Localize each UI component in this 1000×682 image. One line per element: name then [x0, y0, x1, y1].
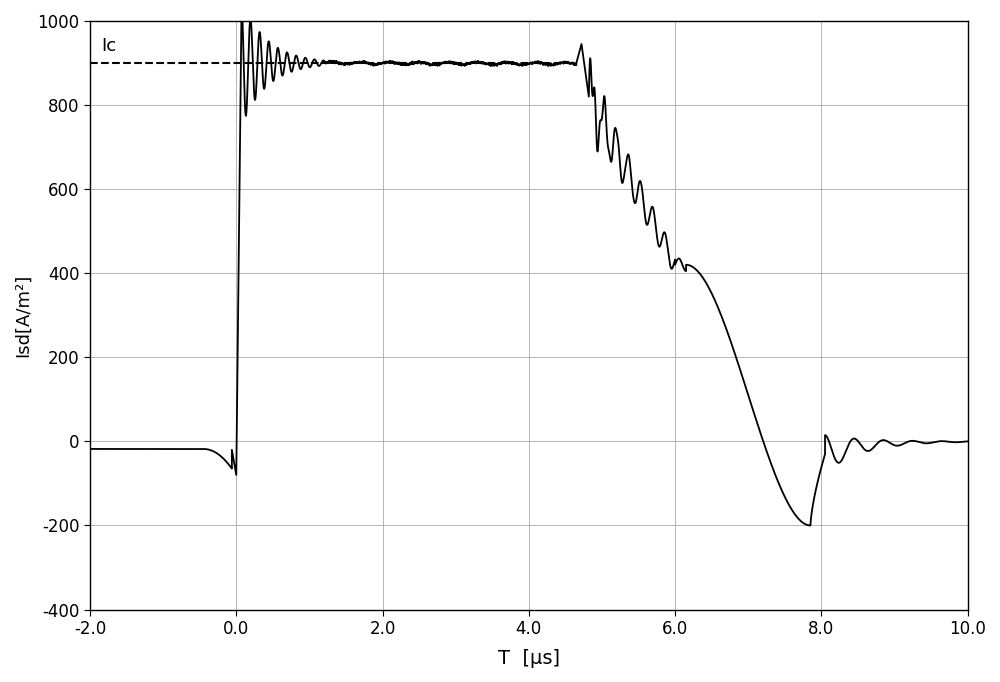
Text: Ic: Ic [101, 38, 116, 55]
X-axis label: T  [μs]: T [μs] [498, 649, 560, 668]
Y-axis label: Isd[A/m²]: Isd[A/m²] [14, 273, 32, 357]
